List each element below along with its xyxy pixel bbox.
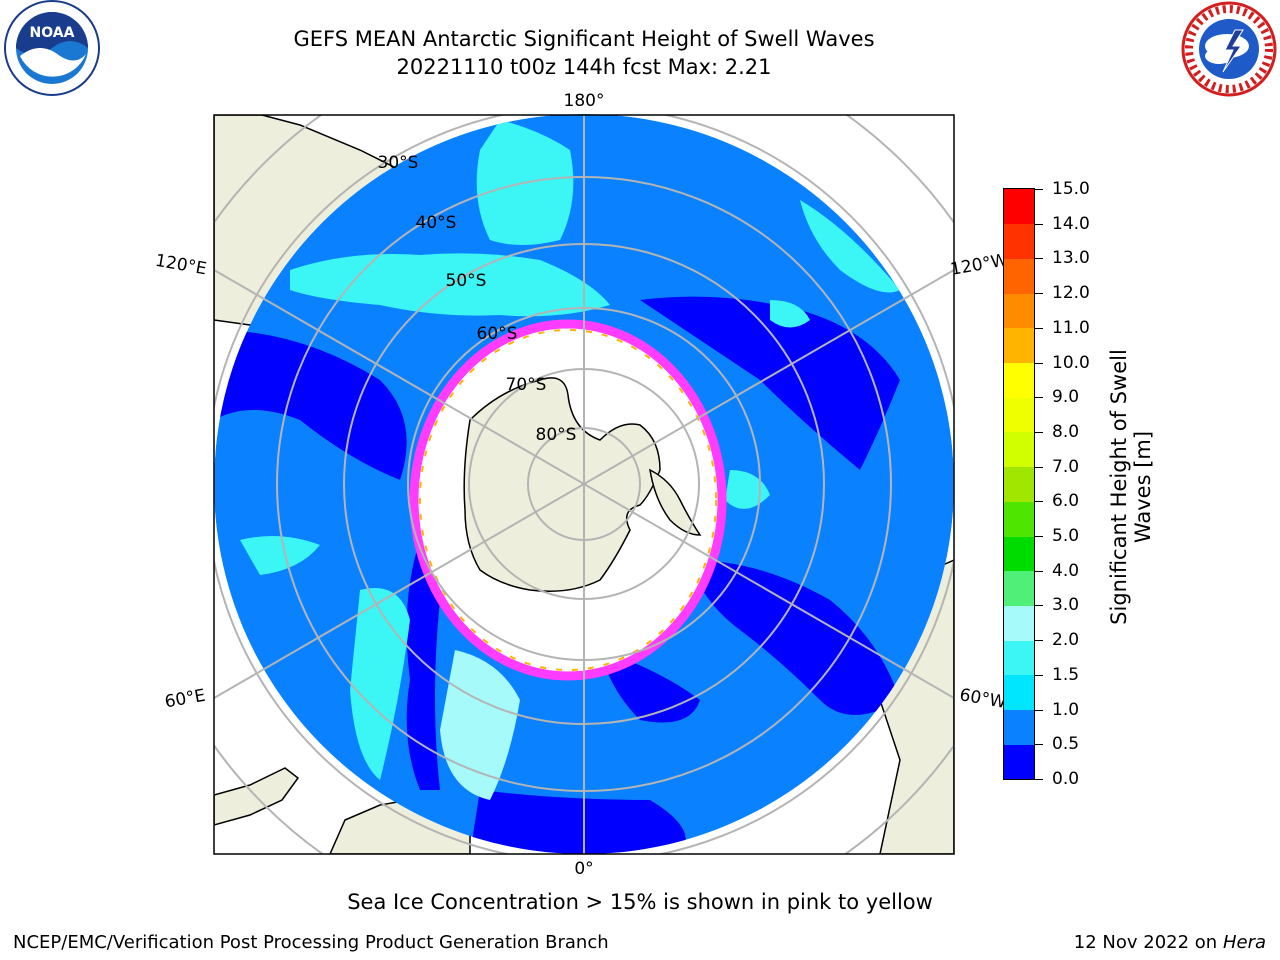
colorbar-segment	[1004, 189, 1034, 225]
colorbar-title: Significant Height of Swell Waves [m]	[1094, 330, 1164, 650]
swell-mid-zone	[800, 200, 900, 293]
colorbar-tick-label: 6.0	[1052, 491, 1080, 512]
swell-mid-zone	[440, 650, 520, 800]
lat-label-50s: 50°S	[446, 271, 487, 291]
map-frame	[213, 114, 955, 855]
colorbar-tick-label: 0.0	[1052, 769, 1080, 789]
colorbar-tick-label: 11.0	[1052, 317, 1090, 338]
svg-text:NOAA: NOAA	[30, 25, 75, 41]
swell-low-zone	[470, 790, 686, 854]
colorbar-segment	[1004, 223, 1034, 259]
lat-label-40s: 40°S	[416, 213, 457, 233]
swell-low-zone	[690, 560, 900, 715]
footer-date-text: 12 Nov 2022 on	[1073, 932, 1218, 953]
swell-mid-zone	[350, 588, 410, 780]
lon-label-60e: 60°E	[163, 686, 207, 713]
noaa-logo: NOAA	[4, 0, 100, 96]
graticule	[214, 115, 954, 854]
colorbar-tick-label: 14.0	[1052, 213, 1090, 234]
lat-label-80s: 80°S	[536, 425, 577, 445]
colorbar-segment	[1004, 327, 1034, 364]
lat-label-60s: 60°S	[477, 324, 518, 344]
sea-ice-edge-yellow	[419, 329, 717, 671]
colorbar-tick	[1035, 466, 1043, 468]
colorbar-tick-label: 4.0	[1052, 560, 1080, 581]
swell-low-zone	[640, 296, 900, 470]
colorbar-tick	[1035, 570, 1043, 572]
colorbar-tick	[1035, 362, 1043, 364]
colorbar-segment	[1004, 605, 1034, 641]
colorbar-tick	[1035, 501, 1043, 503]
footer-host: Hera	[1222, 932, 1266, 953]
colorbar-segment	[1004, 466, 1034, 502]
colorbar-tick-label: 13.0	[1052, 248, 1090, 269]
colorbar-tick-label: 2.0	[1052, 630, 1080, 651]
land-antarctic-peninsula	[649, 468, 702, 536]
colorbar-tick	[1035, 223, 1043, 225]
colorbar-segment	[1004, 362, 1034, 398]
colorbar-tick	[1035, 744, 1043, 746]
colorbar-segment	[1004, 431, 1034, 468]
colorbar-tick-label: 0.5	[1052, 734, 1080, 755]
land-antarctica	[463, 377, 661, 592]
colorbar-tick-label: 10.0	[1052, 352, 1090, 373]
swell-low-zone	[406, 540, 440, 790]
colorbar-tick	[1035, 605, 1043, 607]
colorbar-tick-label: 15.0	[1052, 179, 1090, 199]
colorbar-tick-label: 9.0	[1052, 387, 1080, 408]
colorbar-tick-label: 3.0	[1052, 595, 1080, 616]
swell-mid-zone	[240, 536, 320, 575]
swell-mid-zone	[770, 300, 810, 328]
colorbar-tick	[1035, 258, 1043, 260]
colorbar-tick-label: 1.0	[1052, 699, 1080, 720]
lon-label-60w: 60°W	[958, 685, 1008, 713]
colorbar-tick-label: 7.0	[1052, 456, 1080, 477]
colorbar-tick	[1035, 709, 1043, 711]
colorbar-segment	[1004, 258, 1034, 294]
colorbar-segment	[1004, 536, 1034, 572]
colorbar-tick	[1035, 327, 1043, 329]
colorbar-tick	[1035, 640, 1043, 642]
nws-logo	[1181, 1, 1277, 97]
chart-subtitle: 20221110 t00z 144h fcst Max: 2.21	[396, 55, 772, 79]
colorbar-segment	[1004, 397, 1034, 433]
colorbar-tick	[1035, 293, 1043, 295]
colorbar-tick	[1035, 674, 1043, 676]
lon-label-bottom: 0°	[574, 859, 593, 879]
colorbar	[1003, 188, 1035, 780]
lon-label-120e: 120°E	[154, 251, 208, 280]
colorbar-segment	[1004, 709, 1034, 745]
colorbar-segment	[1004, 744, 1034, 780]
colorbar-segment	[1004, 570, 1034, 606]
chart-title: GEFS MEAN Antarctic Significant Height o…	[293, 27, 875, 51]
colorbar-tick	[1035, 779, 1043, 780]
colorbar-tick-label: 5.0	[1052, 526, 1080, 547]
sea-ice-note: Sea Ice Concentration > 15% is shown in …	[347, 890, 933, 914]
colorbar-segment	[1004, 674, 1034, 711]
colorbar-tick	[1035, 536, 1043, 538]
colorbar-segment	[1004, 501, 1034, 537]
colorbar-tick-label: 1.5	[1052, 664, 1080, 685]
colorbar-tick	[1035, 397, 1043, 399]
lat-label-30s: 30°S	[378, 153, 419, 173]
colorbar-tick-label: 12.0	[1052, 283, 1090, 304]
colorbar-title-line2: Waves [m]	[1131, 430, 1155, 544]
colorbar-tick-label: 8.0	[1052, 421, 1080, 442]
swell-low-zone	[214, 330, 407, 480]
lon-label-120w: 120°W	[949, 250, 1010, 280]
colorbar-segment	[1004, 293, 1034, 329]
colorbar-tick	[1035, 431, 1043, 433]
lat-label-70s: 70°S	[506, 375, 547, 395]
footer-credit: NCEP/EMC/Verification Post Processing Pr…	[13, 932, 609, 953]
colorbar-title-line1: Significant Height of Swell	[1107, 349, 1131, 625]
lon-label-top: 180°	[564, 91, 605, 111]
footer-date: 12 Nov 2022 on Hera	[1074, 932, 1266, 953]
colorbar-tick	[1035, 189, 1043, 190]
colorbar-segment	[1004, 640, 1034, 676]
